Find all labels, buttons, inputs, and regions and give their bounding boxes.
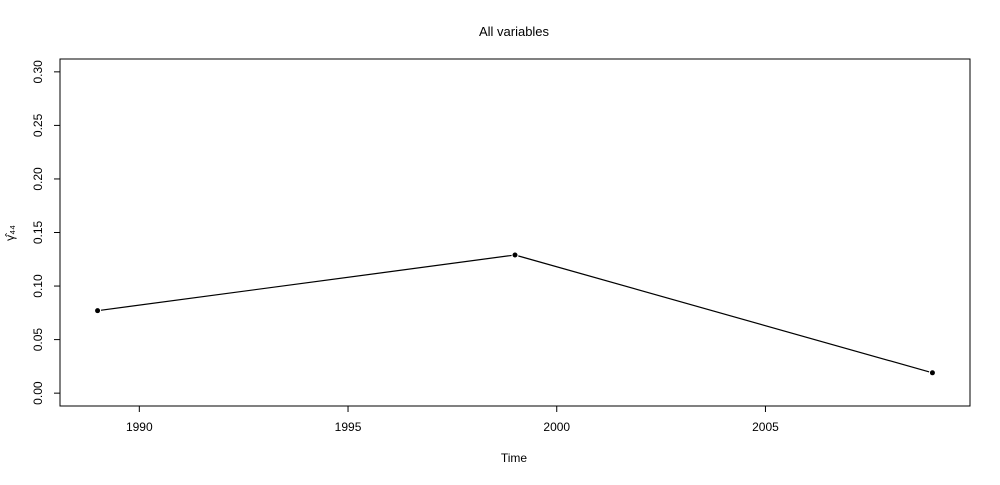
y-tick-label: 0.20 <box>31 167 45 191</box>
y-axis-title: γ̂₄₄ <box>3 225 17 241</box>
series-layer <box>94 251 936 377</box>
y-tick-label: 0.30 <box>31 60 45 84</box>
x-axis-title: Time <box>501 451 528 465</box>
x-tick-label: 2000 <box>543 420 570 434</box>
data-point <box>511 251 519 259</box>
x-axis: 1990 1995 2000 2005 <box>126 406 779 434</box>
data-point <box>94 307 102 315</box>
y-tick-label: 0.15 <box>31 220 45 244</box>
y-tick-label: 0.05 <box>31 328 45 352</box>
chart-title: All variables <box>479 24 550 39</box>
y-tick-label: 0.25 <box>31 113 45 137</box>
data-point <box>928 369 936 377</box>
y-tick-label: 0.00 <box>31 381 45 405</box>
y-tick-label: 0.10 <box>31 274 45 298</box>
series-line-segment <box>97 254 516 312</box>
y-axis: 0.00 0.05 0.10 0.15 0.20 0.25 0.30 <box>31 60 60 405</box>
x-tick-label: 1990 <box>126 420 153 434</box>
series-line-segment <box>514 254 933 374</box>
x-tick-label: 1995 <box>335 420 362 434</box>
x-tick-label: 2005 <box>752 420 779 434</box>
